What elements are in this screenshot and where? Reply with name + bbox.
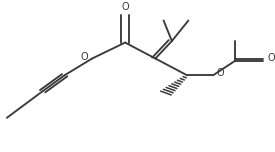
Text: O: O [267, 53, 275, 63]
Text: O: O [216, 67, 224, 78]
Text: O: O [121, 2, 129, 12]
Text: O: O [81, 52, 88, 62]
